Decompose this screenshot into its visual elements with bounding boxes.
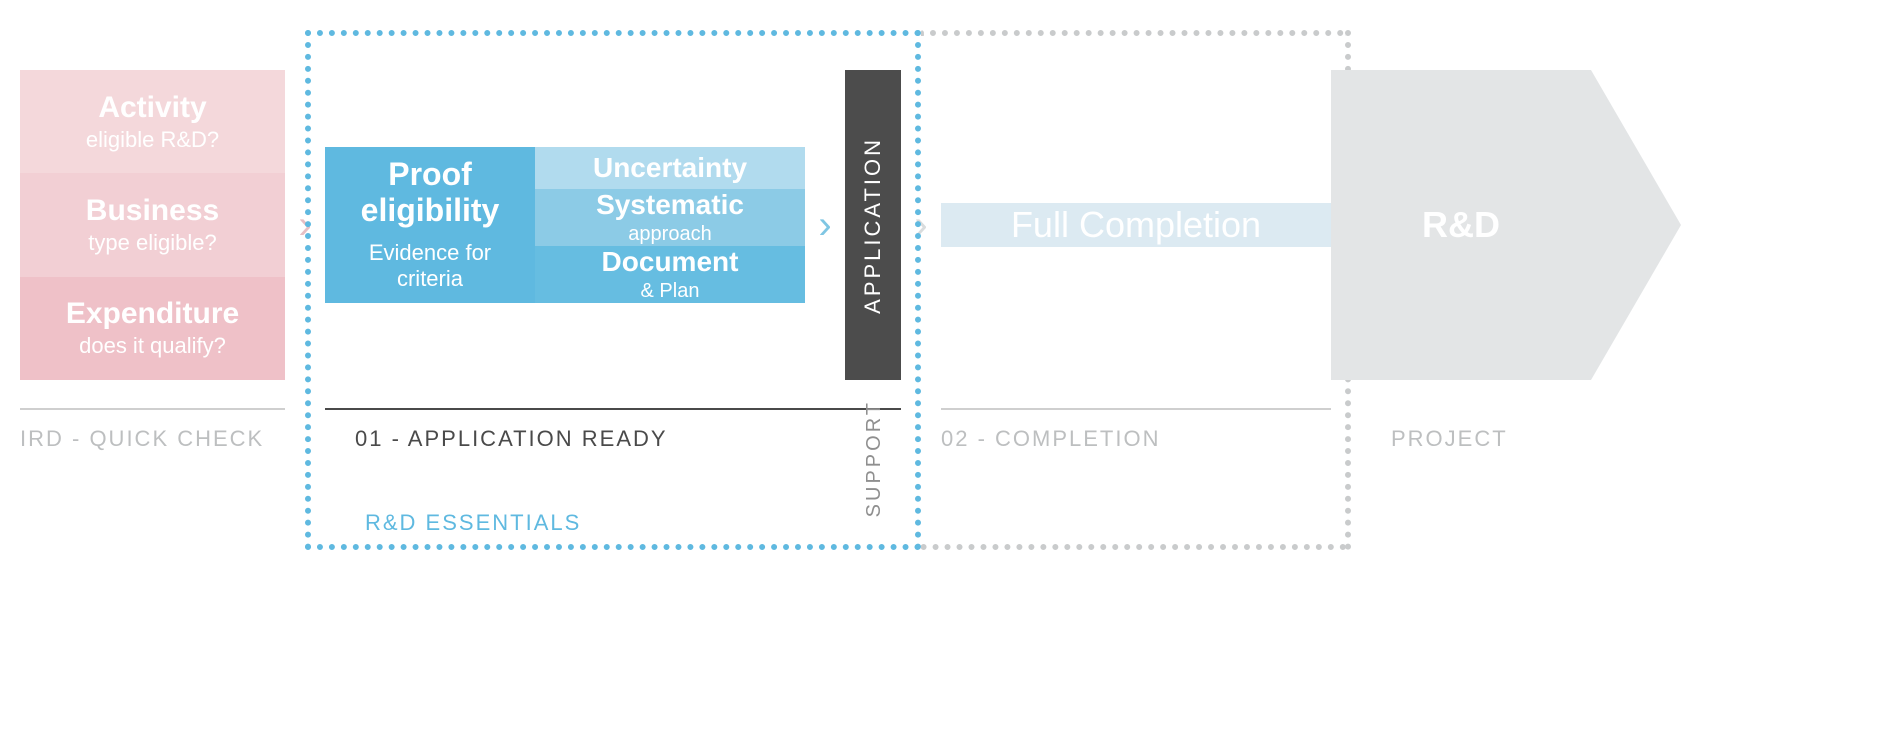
- chevron-icon: ›: [285, 70, 325, 380]
- cell-subtitle: does it qualify?: [79, 333, 226, 359]
- cell-subtitle: type eligible?: [88, 230, 216, 256]
- cell-title: Proof eligibility: [335, 157, 525, 227]
- document-block: Document & Plan: [535, 246, 805, 303]
- application-label: APPLICATION: [860, 137, 886, 314]
- cell-title: Uncertainty: [593, 152, 747, 184]
- cell-title: Systematic: [596, 189, 744, 221]
- cell-title: Activity: [98, 91, 206, 125]
- arrowhead-icon: [1591, 70, 1681, 380]
- application-bar: APPLICATION: [845, 70, 901, 380]
- stage-quick-check: Activity eligible R&D? Business type eli…: [20, 70, 285, 380]
- quick-check-expenditure: Expenditure does it qualify?: [20, 277, 285, 380]
- stage-labels-row: IRD - QUICK CHECK 01 - APPLICATION READY…: [20, 408, 1870, 468]
- stage-label: PROJECT: [1331, 408, 1591, 452]
- cell-subtitle: approach: [628, 223, 711, 246]
- proof-sub-blocks: Uncertainty Systematic approach Document…: [535, 147, 805, 302]
- cell-subtitle: eligible R&D?: [86, 127, 219, 153]
- stage-label: 02 - COMPLETION: [941, 410, 1331, 452]
- cell-title: Expenditure: [66, 297, 239, 331]
- flow-row: Activity eligible R&D? Business type eli…: [20, 70, 1870, 380]
- process-flow-diagram: Activity eligible R&D? Business type eli…: [20, 70, 1870, 670]
- chevron-icon: ›: [901, 70, 941, 380]
- proof-eligibility-block: Proof eligibility Evidence for criteria: [325, 147, 535, 302]
- stage-label: IRD - QUICK CHECK: [20, 410, 285, 452]
- stage-label: 01 - APPLICATION READY: [325, 410, 901, 452]
- project-block: R&D: [1331, 70, 1591, 380]
- systematic-block: Systematic approach: [535, 189, 805, 246]
- cell-title: Full Completion: [1011, 203, 1261, 246]
- chevron-icon: ›: [805, 70, 845, 380]
- label-quick-check: IRD - QUICK CHECK: [20, 408, 285, 452]
- label-application-ready: 01 - APPLICATION READY: [325, 408, 901, 452]
- label-completion: 02 - COMPLETION: [941, 408, 1331, 452]
- label-project: PROJECT: [1331, 408, 1591, 452]
- cell-subtitle: Evidence for criteria: [335, 240, 525, 293]
- support-label: SUPPORT: [863, 400, 886, 517]
- stage-full-completion: Full Completion: [941, 203, 1331, 246]
- essentials-label: R&D ESSENTIALS: [365, 510, 581, 536]
- cell-title: Business: [86, 194, 219, 228]
- cell-title: R&D: [1422, 204, 1500, 246]
- quick-check-activity: Activity eligible R&D?: [20, 70, 285, 173]
- quick-check-business: Business type eligible?: [20, 173, 285, 276]
- stage-project-arrow: R&D: [1331, 70, 1681, 380]
- cell-title: Document: [602, 246, 739, 278]
- stage-application-ready: Proof eligibility Evidence for criteria …: [325, 147, 805, 302]
- uncertainty-block: Uncertainty: [535, 147, 805, 188]
- cell-subtitle: & Plan: [641, 280, 700, 303]
